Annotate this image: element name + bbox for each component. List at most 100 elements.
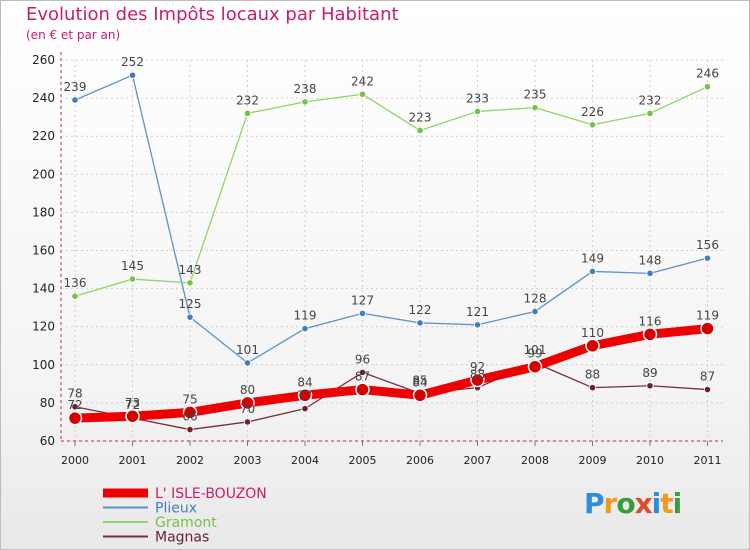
data-point [416, 126, 424, 135]
series-line [74, 74, 709, 364]
x-tick-label: 2008 [521, 454, 549, 467]
x-tick-label: 2001 [119, 454, 147, 467]
data-point [355, 382, 370, 397]
data-label: 78 [67, 387, 82, 401]
data-label: 136 [64, 276, 87, 290]
data-label: 246 [696, 67, 719, 81]
logo-letter: t [660, 487, 673, 520]
series-line [74, 86, 709, 297]
data-label: 127 [351, 293, 374, 307]
data-point [703, 254, 712, 262]
data-label: 72 [125, 398, 140, 412]
data-label: 70 [240, 402, 255, 416]
y-tick-label: 140 [32, 282, 55, 296]
data-label: 89 [642, 366, 657, 380]
data-point [358, 90, 367, 98]
data-point [240, 395, 255, 411]
data-point [128, 275, 137, 283]
y-tick-label: 80 [40, 396, 55, 410]
legend-label: Plieux [155, 501, 197, 517]
data-label: 77 [297, 389, 312, 403]
data-point [646, 109, 654, 117]
x-tick-label: 2010 [636, 454, 664, 467]
data-point [301, 405, 309, 413]
y-tick-label: 100 [32, 358, 55, 372]
data-label: 145 [121, 259, 144, 273]
data-label: 80 [240, 383, 255, 397]
y-tick-label: 160 [32, 244, 55, 258]
data-label: 119 [696, 309, 719, 323]
data-point [186, 425, 194, 434]
data-label: 110 [581, 326, 604, 340]
data-label: 238 [294, 82, 317, 96]
data-label: 101 [524, 343, 547, 357]
data-point [301, 98, 309, 106]
data-label: 84 [297, 375, 312, 389]
logo-letter: x [634, 487, 653, 520]
data-point [700, 321, 715, 336]
data-point [243, 359, 252, 367]
data-point [71, 96, 79, 104]
data-point [128, 71, 137, 79]
data-label: 66 [182, 410, 197, 424]
y-tick-label: 60 [40, 434, 55, 448]
series-0 [67, 321, 715, 426]
data-label: 125 [179, 297, 202, 311]
series-line [70, 324, 712, 423]
data-label: 128 [524, 291, 547, 305]
data-label: 101 [236, 343, 259, 357]
x-tick-label: 2011 [694, 454, 722, 467]
data-point [531, 307, 539, 316]
data-label: 223 [409, 110, 432, 124]
data-point [416, 319, 424, 327]
series-1 [71, 71, 712, 367]
data-point [297, 388, 313, 403]
data-label: 226 [581, 105, 604, 119]
data-point [243, 418, 252, 426]
data-label: 232 [639, 93, 662, 107]
data-label: 239 [64, 80, 87, 94]
data-point [703, 385, 712, 394]
data-point [358, 368, 367, 377]
x-tick-label: 2000 [61, 454, 89, 467]
chart-subtitle: (en € et par an) [26, 28, 121, 42]
data-point [646, 269, 654, 277]
y-tick-label: 240 [32, 91, 55, 105]
data-label: 72 [67, 398, 82, 412]
data-point [182, 405, 198, 420]
data-label: 96 [355, 352, 370, 366]
data-label: 84 [412, 375, 427, 389]
data-label: 232 [236, 93, 259, 107]
data-label: 149 [581, 251, 604, 265]
y-tick-label: 220 [32, 129, 55, 143]
data-label: 87 [355, 370, 370, 384]
proxiti-logo: Proxiti [584, 487, 682, 520]
data-point [186, 313, 194, 321]
data-point [585, 338, 600, 353]
data-point [531, 104, 539, 112]
data-label: 116 [639, 314, 662, 328]
data-label: 235 [524, 88, 547, 102]
data-point [71, 403, 79, 411]
data-label: 99 [527, 347, 542, 361]
y-tick-label: 180 [32, 205, 55, 219]
data-point [473, 107, 482, 116]
series-3 [71, 359, 712, 434]
data-point [527, 359, 543, 374]
data-label: 92 [470, 360, 485, 374]
data-label: 156 [696, 238, 719, 252]
logo-letter: i [651, 487, 662, 520]
data-label: 143 [179, 263, 202, 277]
x-tick-label: 2007 [464, 454, 492, 467]
data-point [67, 410, 83, 426]
data-point [473, 321, 482, 329]
series-2 [71, 83, 712, 300]
data-label: 75 [182, 392, 197, 406]
x-tick-label: 2009 [579, 454, 607, 467]
data-point [412, 388, 428, 403]
x-tick-label: 2006 [406, 454, 434, 467]
legend-label: L' ISLE-BOUZON [155, 486, 267, 502]
data-point [588, 384, 597, 392]
